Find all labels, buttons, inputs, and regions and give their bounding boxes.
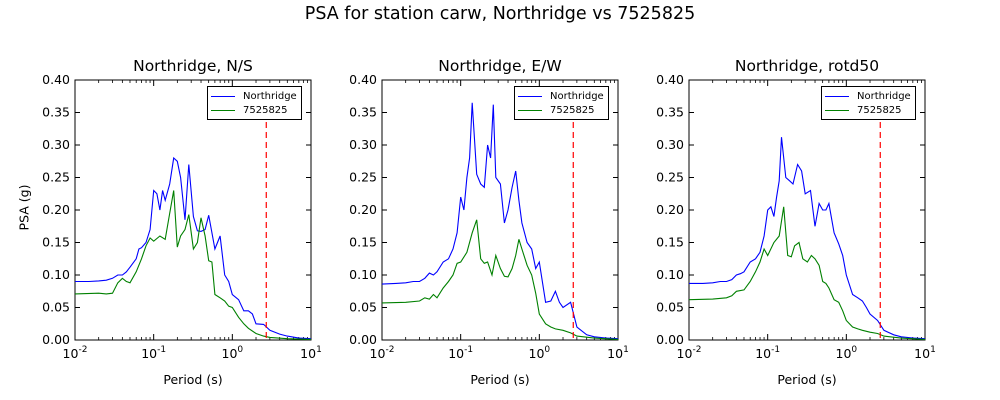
y-tick-label: 0.10 [42, 267, 70, 282]
y-tick-label: 0.15 [349, 235, 377, 250]
y-tick-label: 0.30 [349, 137, 377, 152]
legend-swatch-green [825, 109, 849, 111]
y-tick-label: 0.25 [42, 170, 70, 185]
y-tick-label: 0.35 [42, 105, 70, 120]
x-tick-label: 100 [529, 345, 551, 361]
y-tick-label: 0.35 [349, 105, 377, 120]
plot-ew: 0.00 0.05 0.10 0.15 0.20 0.25 0.30 0.35 0.40 10-2… [349, 72, 629, 361]
subplot-title-rotd50: Northridge, rotd50 [734, 57, 880, 75]
y-tick-label: 0.20 [349, 202, 377, 217]
legend-entry-7525825: 7525825 [518, 103, 604, 117]
x-tick-label: 10-2 [677, 345, 702, 361]
axes-frame [688, 79, 926, 341]
x-tick-label: 101 [300, 345, 322, 361]
legend-rotd50: Northridge 7525825 [821, 86, 916, 120]
y-tick-label: 0.20 [656, 202, 684, 217]
x-axis-label-ew: Period (s) [470, 372, 530, 387]
series-line-northridge [75, 156, 312, 340]
y-tick-label: 0.10 [656, 267, 684, 282]
subplot-title-ns: Northridge, N/S [133, 57, 253, 75]
y-tick-label: 0.35 [656, 105, 684, 120]
x-tick-label: 101 [607, 345, 629, 361]
y-tick-label: 0.25 [349, 170, 377, 185]
y-tick-label: 0.30 [42, 137, 70, 152]
y-tick-label: 0.00 [349, 332, 377, 347]
legend-label: 7525825 [857, 104, 902, 116]
y-tick-label: 0.10 [349, 267, 377, 282]
legend-entry-northridge: Northridge [518, 89, 604, 103]
y-tick-label: 0.00 [42, 332, 70, 347]
legend-swatch-blue [211, 95, 235, 97]
y-tick-label: 0.40 [42, 72, 70, 87]
legend-swatch-green [211, 109, 235, 111]
series-line-7525825 [74, 190, 312, 340]
y-tick-label: 0.05 [656, 300, 684, 315]
y-tick-label: 0.40 [349, 72, 377, 87]
series-line-northridge [689, 137, 926, 340]
legend-label: Northridge [243, 90, 297, 102]
legend-entry-7525825: 7525825 [211, 103, 297, 117]
legend-entry-northridge: Northridge [825, 89, 911, 103]
series-line-7525825 [688, 206, 926, 340]
y-tick-label: 0.25 [656, 170, 684, 185]
y-tick-label: 0.15 [656, 235, 684, 250]
y-tick-label: 0.00 [656, 332, 684, 347]
figure-title: PSA for station carw, Northridge vs 7525… [304, 4, 696, 24]
legend-label: 7525825 [550, 104, 595, 116]
x-tick-label: 10-1 [755, 345, 780, 361]
y-tick-label: 0.30 [656, 137, 684, 152]
x-tick-label: 10-1 [141, 345, 166, 361]
plot-rotd50: 0.00 0.05 0.10 0.15 0.20 0.25 0.30 0.35 0.40 10-2… [656, 72, 936, 361]
x-axis-label-rotd50: Period (s) [777, 372, 837, 387]
series-line-7525825 [381, 219, 619, 340]
legend-label: 7525825 [243, 104, 288, 116]
y-tick-label: 0.05 [42, 300, 70, 315]
legend-ns: Northridge 7525825 [207, 86, 302, 120]
legend-entry-northridge: Northridge [211, 89, 297, 103]
y-tick-label: 0.20 [42, 202, 70, 217]
legend-swatch-blue [518, 95, 542, 97]
x-tick-label: 10-2 [63, 345, 88, 361]
legend-label: Northridge [857, 90, 911, 102]
x-tick-label: 10-1 [448, 345, 473, 361]
y-tick-label: 0.05 [349, 300, 377, 315]
x-tick-label: 100 [836, 345, 858, 361]
plot-ns: 0.00 0.05 0.10 0.15 0.20 0.25 0.30 0.35 0.40 10-2… [42, 72, 322, 361]
y-tick-label: 0.40 [656, 72, 684, 87]
x-tick-label: 100 [222, 345, 244, 361]
x-axis-label-ns: Period (s) [163, 372, 223, 387]
x-tick-label: 101 [914, 345, 936, 361]
y-tick-label: 0.15 [42, 235, 70, 250]
series-line-northridge [381, 102, 619, 340]
legend-entry-7525825: 7525825 [825, 103, 911, 117]
subplot-title-ew: Northridge, E/W [438, 57, 562, 75]
legend-swatch-green [518, 109, 542, 111]
x-tick-label: 10-2 [370, 345, 395, 361]
legend-label: Northridge [550, 90, 604, 102]
legend-swatch-blue [825, 95, 849, 97]
legend-ew: Northridge 7525825 [514, 86, 609, 120]
